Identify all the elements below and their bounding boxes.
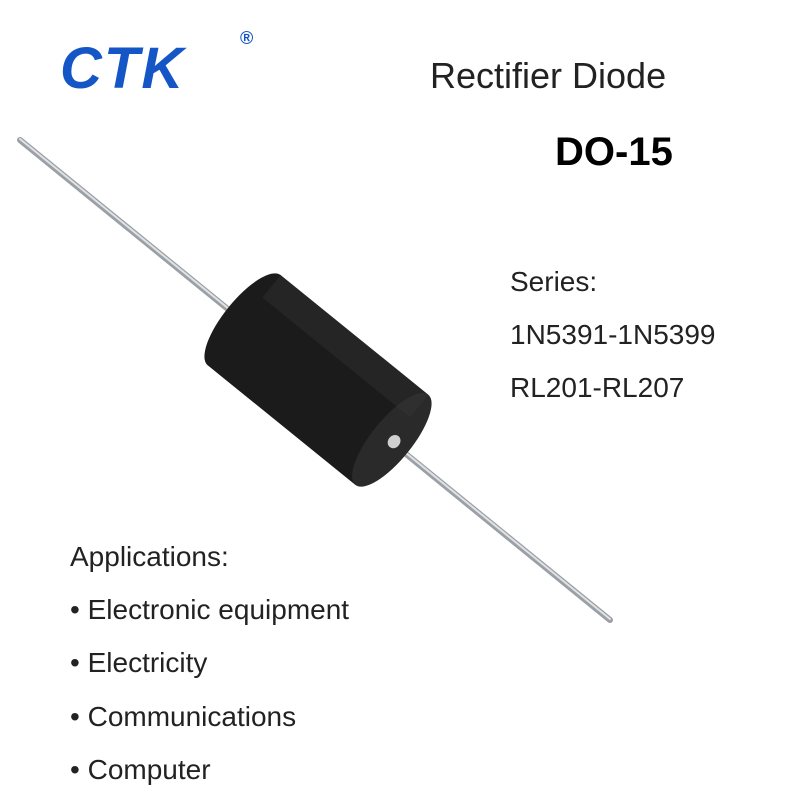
- application-item: Electronic equipment: [70, 583, 349, 636]
- series-item: RL201-RL207: [510, 361, 716, 414]
- series-block: Series: 1N5391-1N5399 RL201-RL207: [510, 255, 716, 415]
- series-item: 1N5391-1N5399: [510, 308, 716, 361]
- application-item: Communications: [70, 690, 349, 743]
- package-type: DO-15: [555, 130, 673, 175]
- product-title: Rectifier Diode: [430, 55, 666, 97]
- brand-logo: CTK: [60, 35, 185, 102]
- series-label: Series:: [510, 255, 716, 308]
- application-item: Electricity: [70, 636, 349, 689]
- applications-block: Applications: Electronic equipment Elect…: [70, 530, 349, 796]
- registered-mark: ®: [240, 28, 253, 49]
- applications-label: Applications:: [70, 530, 349, 583]
- application-item: Computer: [70, 743, 349, 796]
